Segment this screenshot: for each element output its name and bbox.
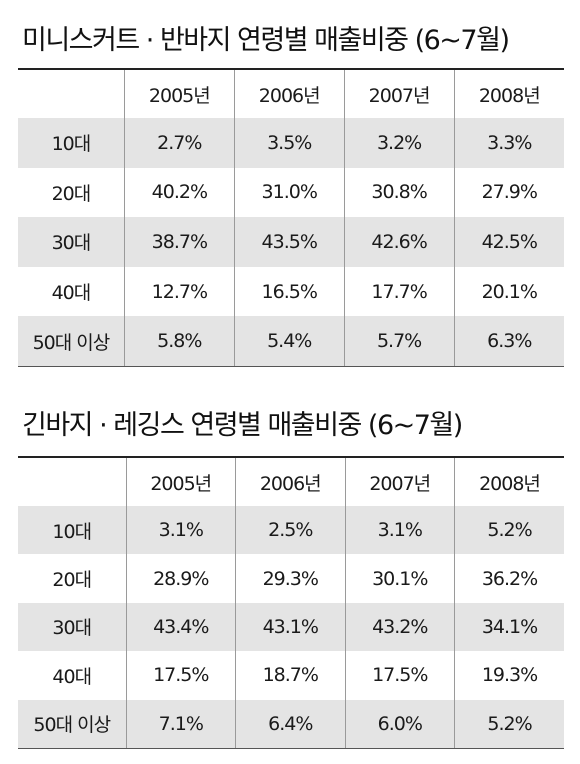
share-value: 3.3% [453,118,564,168]
share-value: 28.9% [125,554,236,603]
age-group-label: 30대 [18,602,126,652]
share-value: 6.4% [235,699,345,749]
table-row: 10대 2.7% 3.5% 3.2% 3.3% [18,118,564,168]
year-header: 2008년 [454,458,564,506]
share-value: 3.1% [344,506,455,555]
share-value: 18.7% [235,651,345,700]
share-value: 30.8% [343,167,455,218]
share-value: 5.2% [454,699,564,749]
age-group-label: 50대 이상 [18,316,125,367]
share-value: 43.2% [344,602,455,652]
share-value: 12.7% [123,266,235,317]
age-group-label: 40대 [51,282,92,305]
share-value: 5.4% [233,316,345,367]
year-header: 2006년 [233,70,345,118]
share-value: 34.1% [454,602,564,652]
share-value: 5.8% [123,316,235,367]
share-value: 16.5% [233,266,345,317]
table-title-pants-leggings: 긴바지 · 레깅스 연령별 매출비중 (6~7월) [22,410,463,441]
table-row: 50대 이상 5.8% 5.4% 5.7% 6.3% [18,316,564,367]
share-value: 5.7% [343,316,455,367]
table-row: 40대 12.7% 16.5% 17.7% 20.1% [18,266,564,317]
age-group-label: 10대 [18,506,126,555]
year-header: 2008년 [453,70,564,118]
share-value: 17.5% [125,651,236,700]
year-header: 2005년 [123,70,235,118]
share-value: 29.3% [235,554,345,603]
share-value: 7.1% [125,699,236,749]
share-value: 3.1% [125,506,236,555]
share-value: 40.2% [123,167,235,218]
table-header-row: 2005년 2006년 2007년 2008년 [18,70,564,118]
share-value: 30.1% [344,554,455,603]
corner-header-cell [18,458,126,506]
share-value: 6.0% [344,699,455,749]
share-value: 17.5% [344,651,455,700]
share-value: 36.2% [454,554,564,603]
sales-share-table-pants-leggings: 2005년 2006년 2007년 2008년 10대 3.1% 2.5% 3.… [18,458,564,749]
top-rule [18,68,564,70]
age-group-label: 20대 [51,182,92,205]
table-row: 20대 28.9% 29.3% 30.1% 36.2% [18,554,564,603]
share-value: 3.5% [233,118,345,168]
corner-header-cell [18,70,124,118]
age-group-label: 40대 [52,665,92,688]
share-value: 27.9% [453,167,564,218]
table-row: 50대 이상 7.1% 6.4% 6.0% 5.2% [18,699,564,749]
share-value: 19.3% [454,651,564,700]
table-header-row: 2005년 2006년 2007년 2008년 [18,458,564,506]
share-value: 43.4% [125,602,236,652]
share-value: 43.1% [235,602,345,652]
age-group-label: 10대 [18,118,125,168]
age-group-label: 50대 이상 [18,699,126,749]
share-value: 42.6% [343,217,455,267]
share-value: 42.5% [453,217,564,267]
share-value: 3.2% [343,118,455,168]
age-group-label: 30대 [18,217,125,267]
share-value: 38.7% [123,217,235,267]
table-title-miniskirt-shorts: 미니스커트 · 반바지 연령별 매출비중 (6~7월) [22,25,510,56]
year-header: 2005년 [125,458,236,506]
share-value: 17.7% [343,266,455,317]
share-value: 6.3% [453,316,564,367]
sales-share-table-miniskirt-shorts: 2005년 2006년 2007년 2008년 10대 2.7% 3.5% 3.… [18,70,564,367]
table-row: 30대 38.7% 43.5% 42.6% 42.5% [18,217,564,267]
share-value: 31.0% [233,167,345,218]
year-header: 2006년 [235,458,345,506]
top-rule [18,456,564,458]
share-value: 2.7% [123,118,235,168]
share-value: 20.1% [453,266,564,317]
table-row: 20대 40.2% 31.0% 30.8% 27.9% [18,167,564,218]
share-value: 43.5% [233,217,345,267]
table-row: 10대 3.1% 2.5% 3.1% 5.2% [18,506,564,555]
table-row: 30대 43.4% 43.1% 43.2% 34.1% [18,602,564,652]
year-header: 2007년 [343,70,455,118]
share-value: 2.5% [235,506,345,555]
share-value: 5.2% [454,506,564,555]
age-group-label: 20대 [52,569,92,592]
year-header: 2007년 [344,458,455,506]
table-row: 40대 17.5% 18.7% 17.5% 19.3% [18,651,564,700]
